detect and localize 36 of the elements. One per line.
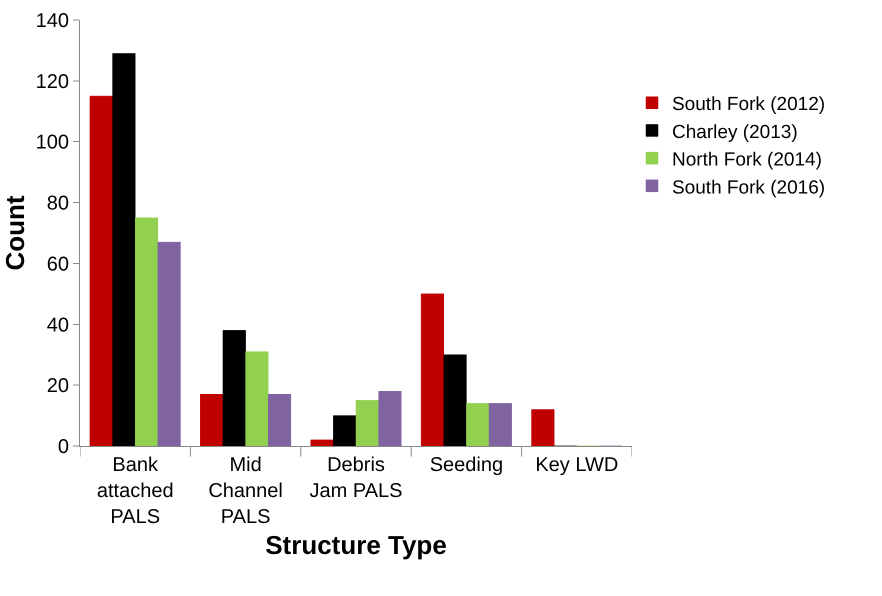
bar: [112, 53, 136, 446]
bar: [444, 354, 467, 446]
bar: [134, 218, 158, 446]
bar: [268, 394, 292, 446]
bar: [310, 440, 334, 446]
y-tick-label: 80: [46, 192, 69, 215]
x-tick-label: Seeding: [430, 454, 504, 476]
y-tick-label: 100: [36, 132, 69, 154]
bar: [356, 400, 379, 446]
bar: [90, 96, 113, 446]
y-axis-title: Count: [0, 195, 30, 271]
bar: [420, 294, 444, 446]
bar: [333, 415, 356, 446]
y-tick-label: 120: [36, 70, 69, 93]
bar: [158, 242, 181, 446]
y-tick-label: 0: [58, 436, 69, 458]
legend-label: North Fork (2014): [672, 150, 822, 171]
bar: [378, 390, 402, 446]
bar: [466, 403, 490, 446]
y-tick-label: 20: [46, 375, 69, 398]
legend-label: South Fork (2016): [672, 177, 826, 198]
x-tick-label: Bank attached PALS: [96, 454, 174, 528]
y-tick-label: 60: [46, 253, 69, 276]
bar: [200, 394, 224, 446]
x-tick-label: Debris Jam PALS: [310, 454, 402, 502]
bar: [488, 403, 512, 446]
legend-label: South Fork (2012): [672, 94, 826, 116]
x-tick-label: Mid Channel PALS: [208, 454, 283, 528]
bar: [531, 409, 554, 446]
y-tick-label: 140: [36, 10, 69, 32]
y-tick-label: 40: [46, 314, 69, 336]
legend-label: Charley (2013): [672, 122, 798, 143]
bar: [245, 351, 268, 446]
x-tick-label: Key LWD: [535, 454, 618, 476]
x-axis-title: Structure Type: [265, 530, 447, 560]
bar: [222, 330, 246, 446]
